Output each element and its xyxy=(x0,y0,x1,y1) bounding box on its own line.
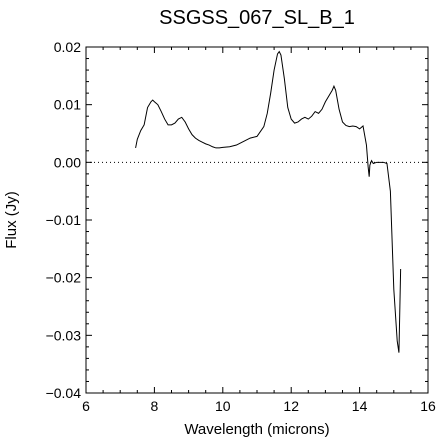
flux-series-line xyxy=(135,50,402,353)
x-tick-label: 6 xyxy=(82,398,90,414)
y-tick-label: 0.00 xyxy=(54,154,81,170)
chart-title: SSGSS_067_SL_B_1 xyxy=(159,7,355,29)
y-tick-label: 0.02 xyxy=(54,39,81,55)
x-tick-label: 16 xyxy=(420,398,436,414)
plot-frame xyxy=(85,46,429,394)
y-tick-label: −0.01 xyxy=(46,212,82,228)
x-tick-label: 12 xyxy=(283,398,299,414)
x-tick-label: 10 xyxy=(215,398,231,414)
y-tick-label: −0.04 xyxy=(46,385,82,401)
y-tick-label: −0.03 xyxy=(46,327,82,343)
y-tick-label: −0.02 xyxy=(46,270,82,286)
axis-ticks: 6 8 10 12 14 16 −0.04 −0.03 −0.02 −0.01 0.00 0.01 0.… xyxy=(46,39,436,414)
y-axis-label: Flux (Jy) xyxy=(3,191,20,249)
x-axis-label: Wavelength (microns) xyxy=(184,421,329,438)
x-tick-label: 14 xyxy=(352,398,368,414)
x-tick-label: 8 xyxy=(151,398,159,414)
y-tick-label: 0.01 xyxy=(54,97,81,113)
